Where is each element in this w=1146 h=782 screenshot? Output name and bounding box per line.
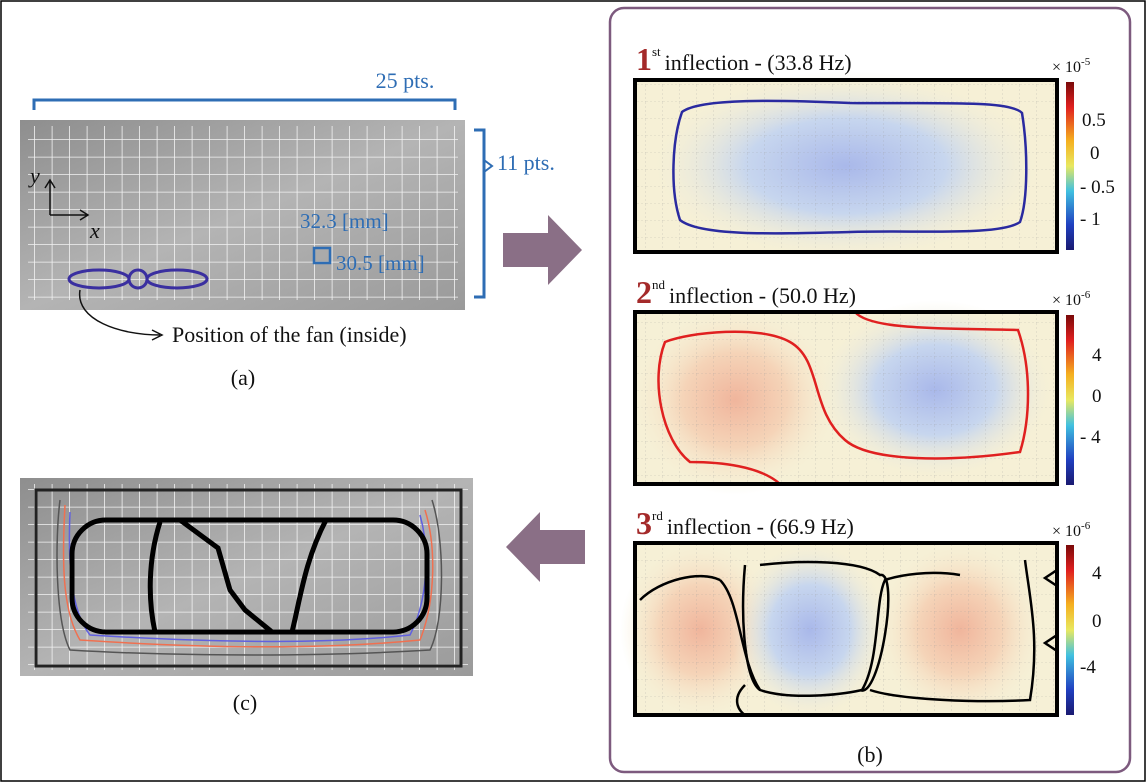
panel-label: (c) [233,690,257,715]
text: × 10 [1052,292,1081,309]
pts-y: 11 pts. [497,150,555,175]
colorbar-tick: 0 [1092,611,1102,632]
text: 3 [636,505,652,541]
colorbar-tick: 0.5 [1082,110,1106,131]
panel-b: 0.5 0 - 0.5 - 1 1st inflection - (33.8 Hz… [610,8,1130,772]
colorbar [1066,82,1074,250]
text: -5 [1081,56,1091,68]
text: 1 [636,41,652,77]
colorbar [1066,315,1074,485]
text: × 10 [1052,523,1081,540]
colorbar-tick: -4 [1080,657,1096,678]
axis-x: x [89,218,100,243]
text: -6 [1081,289,1091,301]
text: inflection - (50.0 Hz) [669,283,856,308]
text: -6 [1081,520,1091,532]
colorbar-tick: 0 [1090,143,1100,164]
text: nd [652,277,666,292]
text: × 10 [1052,59,1081,76]
colorbar-tick: 0 [1092,386,1102,407]
panel-label: (a) [231,365,255,390]
text: st [652,44,661,59]
colorbar [1066,545,1074,715]
colorbar-tick: 4 [1092,563,1102,584]
figure: 25 pts. 11 pts. y x 32.3 [mm] 30.5 [mm] … [0,0,1146,782]
fan-note: Position of the fan (inside) [172,322,407,347]
colorbar-tick: - 1 [1080,209,1101,230]
text: inflection - (66.9 Hz) [667,514,854,539]
cell-width: 32.3 [mm] [300,209,389,233]
text: 2 [636,274,652,310]
text: rd [652,508,663,523]
colorbar-tick: 4 [1092,345,1102,366]
cell-height: 30.5 [mm] [336,251,425,275]
pts-x: 25 pts. [376,68,435,93]
colorbar-tick: - 0.5 [1080,177,1115,198]
text: inflection - (33.8 Hz) [665,50,852,75]
colorbar-tick: - 4 [1080,427,1101,448]
axis-y: y [28,163,40,188]
panel-label: (b) [857,742,883,767]
